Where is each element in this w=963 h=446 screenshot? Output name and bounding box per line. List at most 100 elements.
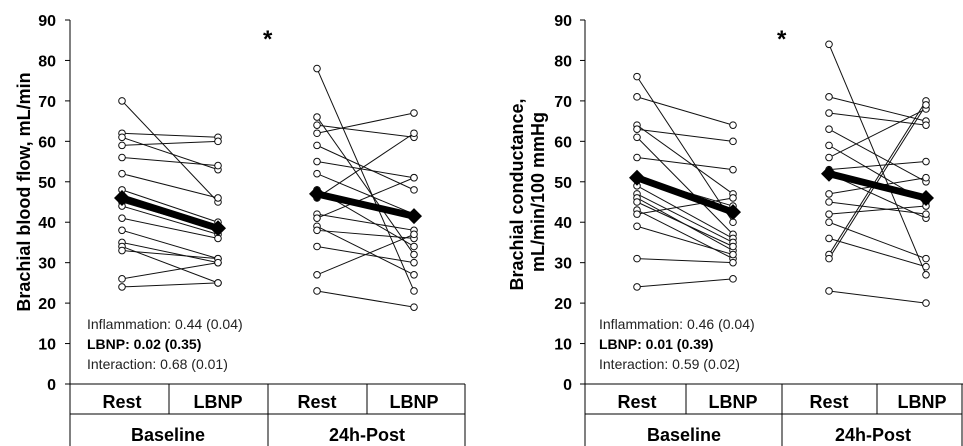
mean-marker [114,189,130,206]
subject-line [121,262,219,280]
individual-lines-post [313,64,418,311]
subject-point [825,109,833,117]
subject-line [316,132,415,199]
subject-point [410,250,418,259]
subject-point [214,258,222,267]
mean-line [635,174,735,216]
subject-line [316,116,415,255]
subject-line [636,278,734,288]
condition-label-rest: Rest [102,392,141,412]
subject-point [313,64,321,73]
y-tick-label: 10 [554,337,572,354]
subject-point [313,242,321,251]
condition-label-lbnp: LBNP [390,392,439,412]
y-tick-label: 80 [38,53,56,70]
subject-point [729,275,737,283]
subject-point [118,246,126,255]
individual-lines-post [825,40,930,307]
subject-point [633,125,641,133]
subject-point [118,283,126,291]
subject-line [828,112,927,126]
y-tick-label: 40 [38,215,56,232]
subject-point [633,254,641,263]
subject-line [828,104,927,259]
subject-point [118,153,126,162]
subject-line [316,112,415,134]
y-tick-label: 70 [554,94,572,111]
subject-line [636,193,734,243]
y-axis-label: Brachial blood flow, mL/min [14,72,34,311]
subject-line [828,237,927,268]
mean-lines [114,185,422,237]
subject-point [633,72,641,81]
subject-point [729,258,737,267]
subject-line [316,225,415,276]
group-label-baseline: Baseline [131,425,205,445]
mean-marker [210,220,226,237]
stat-interaction: Interaction: 0.59 (0.02) [599,356,740,372]
subject-point [118,226,126,235]
stat-interaction: Interaction: 0.68 (0.01) [87,356,228,372]
group-label-24h-post: 24h-Post [835,425,911,445]
subject-line [316,173,415,215]
mean-marker [629,169,645,186]
y-tick-label: 20 [38,296,56,313]
significance-asterisk: * [263,26,273,53]
y-tick-label: 60 [554,134,572,151]
subject-line [121,157,219,167]
subject-point [922,173,930,182]
subject-point [214,194,222,202]
subject-line [121,241,219,264]
stat-lbnp: LBNP: 0.02 (0.35) [87,336,201,352]
subject-line [121,173,219,199]
subject-line [636,124,734,195]
y-tick-label: 90 [38,13,56,30]
subject-point [118,275,126,283]
y-tick-label: 0 [47,377,56,394]
mean-line [828,170,927,202]
subject-point [313,169,321,178]
subject-point [118,97,126,105]
y-tick-label: 20 [554,296,572,313]
subject-line [121,246,219,284]
subject-point [633,198,641,206]
subject-point [922,210,930,218]
y-tick-label: 50 [554,175,572,192]
subject-point [313,157,321,166]
mean-marker [918,189,934,206]
mean-line [120,194,220,232]
subject-line [316,144,415,191]
subject-line [636,258,734,264]
subject-line [828,44,927,275]
subject-line [121,217,219,239]
stat-inflammation: Inflammation: 0.46 (0.04) [599,316,755,332]
subject-point [313,271,321,279]
subject-point [825,141,833,150]
subject-line [636,96,734,126]
subject-point [214,161,222,170]
subject-point [410,271,418,279]
subject-point [922,299,930,307]
subject-point [633,133,641,142]
subject-line [121,189,219,223]
subject-point [313,113,321,121]
subject-point [410,173,418,182]
subject-point [313,214,321,222]
subject-point [313,287,321,295]
blood-flow-panel: Brachial blood flow, mL/min 0 10 20 30 40 50 6… [14,13,466,446]
subject-line [316,124,415,138]
subject-line [636,201,734,247]
y-tick-label: 30 [554,256,572,273]
subject-point [922,262,930,271]
subject-point [313,121,321,129]
subject-line [828,161,927,171]
y-tick-label: 40 [554,215,572,232]
subject-point [214,279,222,287]
subject-line [316,233,415,276]
individual-lines-baseline [118,97,222,291]
subject-line [121,250,219,260]
mean-marker [821,165,837,182]
subject-point [825,254,833,263]
condition-label-rest: Rest [297,392,336,412]
